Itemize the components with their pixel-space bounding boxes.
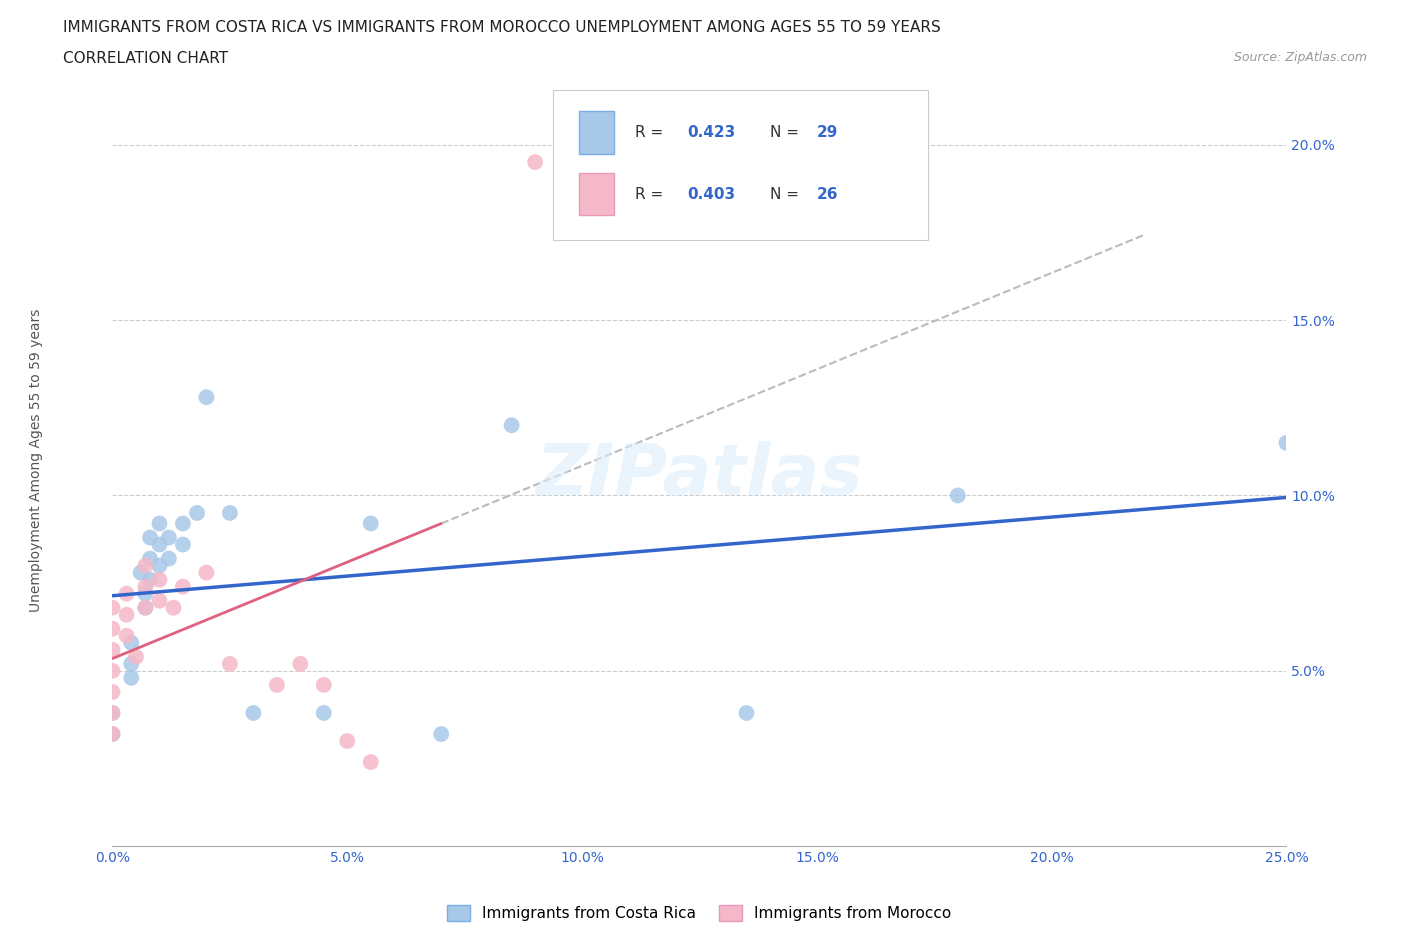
Point <box>266 677 288 692</box>
Point <box>735 706 758 721</box>
Point <box>139 551 162 566</box>
Point <box>312 706 335 721</box>
Legend: Immigrants from Costa Rica, Immigrants from Morocco: Immigrants from Costa Rica, Immigrants f… <box>441 899 957 927</box>
Point <box>336 734 359 749</box>
Point <box>195 390 218 405</box>
Point <box>115 586 138 601</box>
Point <box>218 657 242 671</box>
Point <box>101 684 124 699</box>
Point <box>501 418 523 432</box>
Point <box>101 706 124 721</box>
Point <box>101 726 124 741</box>
Point <box>120 657 142 671</box>
Text: N =: N = <box>770 125 804 140</box>
Point <box>186 506 208 521</box>
Point <box>1275 435 1298 450</box>
Text: 0.423: 0.423 <box>688 125 735 140</box>
Point <box>148 593 170 608</box>
Point <box>157 530 180 545</box>
Point <box>218 506 242 521</box>
Text: 0.403: 0.403 <box>688 187 735 202</box>
Point <box>101 726 124 741</box>
Point <box>134 558 156 573</box>
Point <box>157 551 180 566</box>
Point <box>139 530 162 545</box>
Y-axis label: Unemployment Among Ages 55 to 59 years: Unemployment Among Ages 55 to 59 years <box>30 309 44 612</box>
Point <box>101 643 124 658</box>
Text: R =: R = <box>636 187 668 202</box>
Point <box>129 565 152 580</box>
Point <box>115 629 138 644</box>
Point <box>524 154 547 169</box>
Point <box>360 754 382 769</box>
Point <box>172 579 194 594</box>
Point <box>430 726 453 741</box>
Text: 26: 26 <box>817 187 838 202</box>
Point <box>101 706 124 721</box>
FancyBboxPatch shape <box>578 111 614 153</box>
Point <box>134 586 156 601</box>
Text: CORRELATION CHART: CORRELATION CHART <box>63 51 228 66</box>
Point <box>120 671 142 685</box>
Point <box>134 579 156 594</box>
Text: R =: R = <box>636 125 668 140</box>
Point <box>139 572 162 587</box>
Point <box>172 516 194 531</box>
Point <box>312 677 335 692</box>
Point <box>115 607 138 622</box>
Point <box>101 663 124 678</box>
Text: IMMIGRANTS FROM COSTA RICA VS IMMIGRANTS FROM MOROCCO UNEMPLOYMENT AMONG AGES 55: IMMIGRANTS FROM COSTA RICA VS IMMIGRANTS… <box>63 20 941 35</box>
Point <box>195 565 218 580</box>
Point <box>290 657 312 671</box>
Point <box>120 635 142 650</box>
Text: N =: N = <box>770 187 804 202</box>
Point <box>134 600 156 615</box>
Point <box>360 516 382 531</box>
Point <box>172 538 194 552</box>
Point <box>162 600 184 615</box>
Point <box>242 706 264 721</box>
Point <box>148 538 170 552</box>
FancyBboxPatch shape <box>553 90 928 240</box>
Point <box>125 649 148 664</box>
Point <box>101 621 124 636</box>
Point <box>148 572 170 587</box>
FancyBboxPatch shape <box>578 173 614 215</box>
Point <box>134 600 156 615</box>
Text: Source: ZipAtlas.com: Source: ZipAtlas.com <box>1233 51 1367 64</box>
Text: ZIPatlas: ZIPatlas <box>536 442 863 511</box>
Point <box>946 488 969 503</box>
Point <box>101 600 124 615</box>
Point <box>148 516 170 531</box>
Point <box>148 558 170 573</box>
Text: 29: 29 <box>817 125 838 140</box>
